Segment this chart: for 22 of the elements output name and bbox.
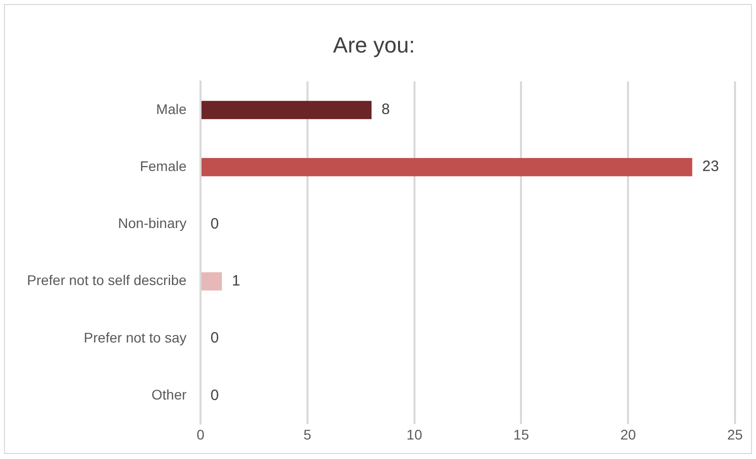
x-tick-label: 10 (406, 426, 422, 442)
x-tick-label: 0 (196, 426, 205, 442)
y-tick-label: Prefer not to self describe (26, 272, 187, 288)
chart-title: Are you: (333, 32, 415, 58)
bar (202, 272, 222, 291)
y-tick-label: Prefer not to say (84, 329, 187, 346)
y-tick-label: Non-binary (118, 215, 187, 232)
y-tick-label: Other (152, 386, 187, 402)
data-label: 0 (210, 330, 219, 347)
bar (202, 100, 372, 120)
x-tick-label: 25 (727, 426, 743, 442)
data-label: 0 (210, 215, 219, 232)
data-label: 1 (232, 272, 240, 290)
y-tick-label: Female (140, 158, 187, 174)
x-tick-label: 20 (620, 426, 636, 442)
data-label: 23 (702, 158, 719, 176)
x-tick-label: 15 (513, 426, 530, 442)
data-label: 8 (382, 101, 390, 118)
y-tick-label: Male (156, 100, 187, 117)
bar (202, 158, 692, 176)
data-label: 0 (210, 386, 219, 404)
x-tick-label: 5 (304, 426, 312, 442)
